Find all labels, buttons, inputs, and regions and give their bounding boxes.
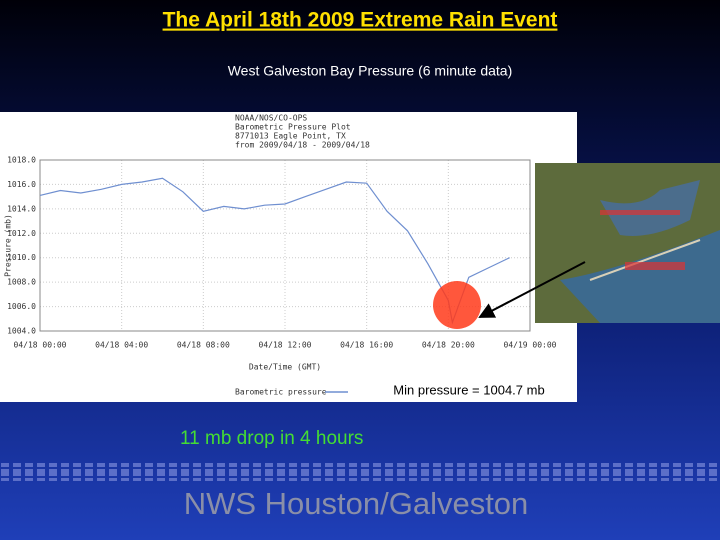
divider — [0, 463, 720, 481]
min-highlight — [433, 281, 481, 329]
slide-subtitle: West Galveston Bay Pressure (6 minute da… — [228, 63, 513, 79]
slide-title: The April 18th 2009 Extreme Rain Event — [163, 9, 558, 32]
chart-title: Barometric Pressure Plot — [235, 123, 351, 132]
y-tick-label: 1018.0 — [7, 156, 36, 165]
y-tick-label: 1010.0 — [7, 253, 36, 262]
annotation-box — [362, 380, 577, 401]
y-tick-label: 1008.0 — [7, 278, 36, 287]
footer: NWS Houston/Galveston — [184, 486, 529, 521]
x-tick-label: 04/18 20:00 — [422, 341, 475, 350]
x-tick-label: 04/18 08:00 — [177, 341, 230, 350]
x-tick-label: 04/18 04:00 — [95, 341, 148, 350]
chart-title: 8771013 Eagle Point, TX — [235, 132, 346, 141]
arrow — [478, 261, 586, 318]
chart-title: from 2009/04/18 - 2009/04/18 — [235, 141, 370, 150]
y-tick-label: 1004.0 — [7, 327, 36, 336]
x-axis-label: Date/Time (GMT) — [249, 363, 321, 372]
legend-label: Barometric pressure — [235, 388, 327, 397]
y-axis-label: Pressure (mb) — [4, 214, 13, 277]
map-inset — [535, 163, 720, 323]
x-tick-label: 04/19 00:00 — [504, 341, 557, 350]
plot-frame — [39, 159, 531, 332]
y-tick-label: 1012.0 — [7, 229, 36, 238]
annotation: Min pressure = 1004.7 mb — [393, 382, 544, 397]
chart-panel — [0, 112, 577, 402]
y-tick-label: 1016.0 — [7, 180, 36, 189]
y-tick-label: 1006.0 — [7, 302, 36, 311]
note: 11 mb drop in 4 hours — [180, 428, 363, 449]
y-tick-label: 1014.0 — [7, 204, 36, 213]
x-tick-label: 04/18 12:00 — [259, 341, 312, 350]
chart-title: NOAA/NOS/CO-OPS — [235, 114, 307, 123]
x-tick-label: 04/18 00:00 — [14, 341, 67, 350]
x-tick-label: 04/18 16:00 — [340, 341, 393, 350]
